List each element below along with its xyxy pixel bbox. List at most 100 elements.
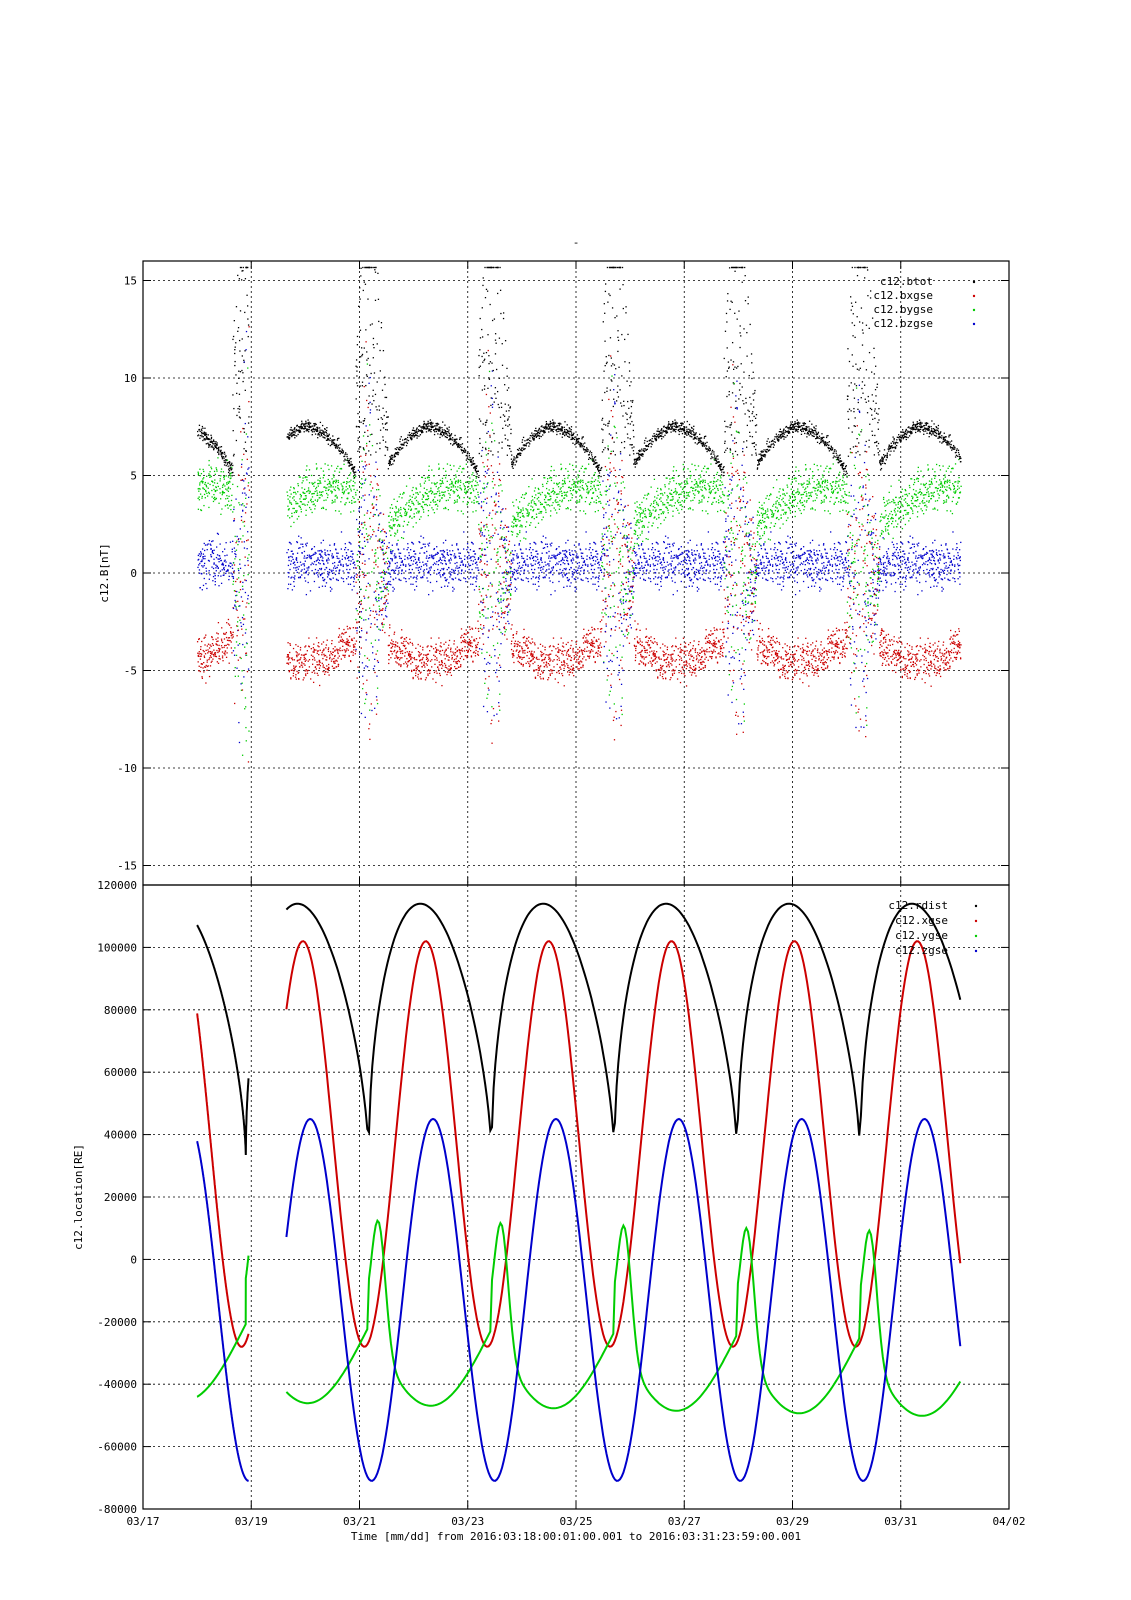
- b-point: [471, 480, 473, 483]
- b-point: [356, 366, 358, 368]
- b-point: [336, 649, 339, 651]
- b-point: [239, 504, 241, 506]
- b-point: [371, 433, 373, 435]
- b-point: [373, 347, 375, 349]
- b-point: [438, 661, 440, 663]
- b-point: [455, 488, 458, 491]
- b-point: [483, 359, 485, 362]
- b-point: [334, 655, 336, 658]
- b-point: [247, 266, 249, 269]
- b-point: [223, 566, 225, 569]
- b-point: [362, 527, 364, 529]
- b-point: [234, 590, 237, 592]
- b-point: [517, 456, 519, 458]
- b-point: [497, 657, 499, 659]
- b-point: [419, 561, 421, 564]
- b-point: [490, 722, 492, 725]
- b-point: [512, 501, 514, 503]
- b-point: [506, 605, 509, 607]
- b-point: [460, 641, 462, 644]
- b-point: [396, 446, 398, 449]
- b-point: [236, 590, 238, 593]
- b-point: [314, 424, 316, 427]
- b-point: [446, 430, 449, 433]
- b-point: [442, 553, 444, 555]
- b-point: [423, 574, 425, 576]
- b-point: [495, 561, 497, 563]
- b-point: [389, 550, 392, 553]
- b-point: [417, 493, 419, 495]
- b-point: [376, 702, 379, 705]
- b-point: [342, 580, 345, 583]
- b-point: [385, 535, 387, 538]
- b-point: [223, 476, 225, 478]
- b-point: [304, 492, 306, 495]
- b-point: [401, 497, 403, 499]
- b-point: [355, 581, 357, 583]
- b-point: [444, 506, 447, 509]
- b-point: [345, 631, 347, 633]
- b-point: [518, 543, 520, 545]
- b-point: [315, 430, 318, 432]
- b-point: [415, 567, 417, 569]
- b-point: [296, 652, 298, 654]
- b-point: [246, 458, 248, 461]
- b-point: [365, 574, 367, 577]
- b-point: [298, 577, 300, 579]
- b-point: [319, 497, 321, 499]
- b-point: [418, 512, 420, 514]
- b-point: [456, 661, 458, 663]
- b-point: [212, 540, 214, 542]
- b-point: [461, 561, 463, 563]
- b-point: [311, 482, 313, 484]
- b-point: [470, 583, 472, 585]
- b-point: [370, 372, 372, 375]
- b-point: [293, 488, 295, 490]
- b-point: [243, 453, 245, 455]
- b-point: [520, 447, 523, 449]
- b-point: [506, 598, 508, 600]
- b-point: [231, 567, 234, 570]
- b-point: [231, 462, 233, 464]
- b-point: [352, 580, 355, 583]
- b-point: [522, 636, 525, 639]
- b-point: [384, 603, 386, 605]
- b-point: [247, 598, 249, 600]
- b-point: [361, 483, 363, 486]
- b-point: [482, 587, 485, 590]
- b-point: [295, 558, 297, 561]
- b-point: [246, 266, 248, 269]
- b-point: [425, 677, 427, 679]
- b-point: [247, 485, 249, 487]
- b-point: [307, 669, 309, 672]
- b-point: [240, 622, 242, 624]
- b-point: [306, 429, 309, 432]
- b-point: [198, 653, 200, 655]
- b-point: [201, 434, 203, 436]
- b-point: [424, 428, 427, 430]
- b-point: [218, 657, 220, 660]
- b-point: [293, 434, 295, 436]
- b-point: [218, 448, 220, 450]
- b-point: [459, 438, 461, 441]
- b-point: [213, 562, 215, 564]
- b-point: [312, 658, 314, 661]
- b-point: [440, 654, 442, 656]
- b-point: [290, 555, 292, 558]
- b-point: [366, 351, 368, 353]
- b-point: [469, 645, 472, 647]
- b-point: [311, 425, 313, 427]
- b-point: [358, 361, 361, 363]
- b-point: [504, 557, 507, 559]
- b-point: [423, 501, 425, 503]
- b-point: [397, 567, 399, 569]
- b-point: [313, 503, 315, 505]
- b-point: [380, 587, 382, 589]
- b-point: [421, 547, 423, 549]
- b-point: [389, 456, 391, 458]
- b-point: [342, 486, 344, 488]
- b-point: [411, 542, 414, 544]
- b-point: [290, 563, 292, 565]
- b-point: [435, 483, 437, 485]
- b-point: [203, 656, 206, 659]
